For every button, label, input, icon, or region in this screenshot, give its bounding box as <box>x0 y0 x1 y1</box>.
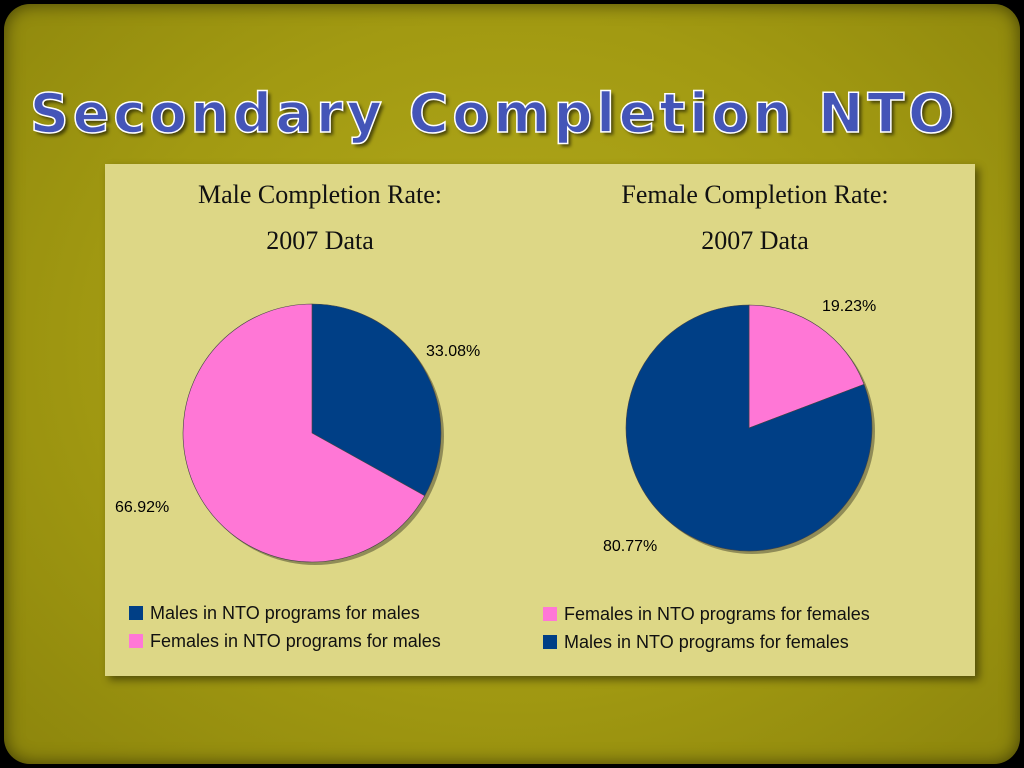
legend-item: Females in NTO programs for males <box>129 627 441 655</box>
pie-slice-1 <box>311 303 442 497</box>
male-chart-title-line1: Male Completion Rate: <box>197 180 443 209</box>
female-pie-label-males: 80.77% <box>603 538 658 555</box>
legend-swatch-pink <box>543 607 557 621</box>
legend-item: Males in NTO programs for males <box>129 599 441 627</box>
pie-slice-2 <box>182 303 426 563</box>
male-chart-legend: Males in NTO programs for males Females … <box>129 599 441 655</box>
female-chart-title-line2: 2007 Data <box>701 226 809 255</box>
slide-title: Secondary Completion NTO <box>29 81 959 146</box>
female-chart-legend: Females in NTO programs for females Male… <box>543 600 870 656</box>
legend-swatch-navy <box>543 635 557 649</box>
chart-panel: Male Completion Rate: 2007 Data 33.08% 6… <box>105 164 975 676</box>
legend-swatch-pink <box>129 634 143 648</box>
female-pie-chart <box>625 304 875 554</box>
female-chart-title: Female Completion Rate: 2007 Data <box>540 172 970 264</box>
male-pie-chart <box>182 303 444 565</box>
legend-label: Males in NTO programs for females <box>564 631 849 652</box>
legend-item: Males in NTO programs for females <box>543 628 870 656</box>
legend-label: Males in NTO programs for males <box>150 602 420 623</box>
legend-item: Females in NTO programs for females <box>543 600 870 628</box>
female-chart-title-line1: Female Completion Rate: <box>621 180 889 209</box>
female-pie-label-females: 19.23% <box>822 298 877 315</box>
male-pie-label-females: 66.92% <box>115 499 170 516</box>
legend-label: Females in NTO programs for males <box>150 630 441 651</box>
pie-slice-1 <box>748 304 865 429</box>
legend-swatch-navy <box>129 606 143 620</box>
male-chart-title: Male Completion Rate: 2007 Data <box>105 172 535 264</box>
male-pie-label-males: 33.08% <box>426 343 481 360</box>
male-chart-title-line2: 2007 Data <box>266 226 374 255</box>
slide-background: Secondary Completion NTO Male Completion… <box>4 4 1020 764</box>
legend-label: Females in NTO programs for females <box>564 603 870 624</box>
pie-slice-2 <box>625 304 873 552</box>
